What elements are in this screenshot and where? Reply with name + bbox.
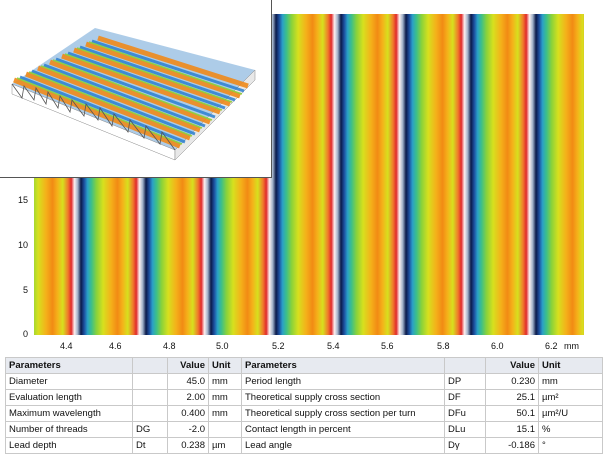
cell: Evaluation length xyxy=(5,389,133,406)
cell: % xyxy=(538,421,603,438)
cell: µm xyxy=(208,437,242,454)
cell: 0.238 xyxy=(167,437,209,454)
cell: mm xyxy=(208,373,242,390)
3d-surface-preview xyxy=(0,0,272,178)
x-tick-label: 4.8 xyxy=(163,341,176,351)
header-cell: Unit xyxy=(208,357,242,374)
cell: DF xyxy=(444,389,486,406)
cell: Period length xyxy=(241,373,445,390)
3d-ridges xyxy=(11,28,256,161)
cell: DG xyxy=(132,421,168,438)
y-tick-label: 0 xyxy=(22,329,28,339)
header-cell: Parameters xyxy=(241,357,445,374)
cell: 45.0 xyxy=(167,373,209,390)
y-tick-label: 10 xyxy=(17,240,28,250)
cell: 15.1 xyxy=(485,421,539,438)
cell xyxy=(132,389,168,406)
cell: -2.0 xyxy=(167,421,209,438)
cell: 50.1 xyxy=(485,405,539,422)
header-cell xyxy=(132,357,168,374)
cell: µm² xyxy=(538,389,603,406)
table-row: Lead depth Dt 0.238 µm Lead angle Dγ -0.… xyxy=(5,437,603,454)
x-tick-label: 5.2 xyxy=(272,341,285,351)
cell: Maximum wavelength xyxy=(5,405,133,422)
cell: DFu xyxy=(444,405,486,422)
cell: Dγ xyxy=(444,437,486,454)
x-tick-label: 5.8 xyxy=(437,341,450,351)
header-cell: Unit xyxy=(538,357,603,374)
cell: mm xyxy=(208,389,242,406)
cell xyxy=(208,421,242,438)
x-tick-label: 6.0 xyxy=(491,341,504,351)
y-tick-label: 5 xyxy=(22,285,28,295)
cell: -0.186 xyxy=(485,437,539,454)
cell: 0.230 xyxy=(485,373,539,390)
cell: ° xyxy=(538,437,603,454)
x-tick-label: 4.4 xyxy=(60,341,73,351)
table-row: Diameter 45.0 mm Period length DP 0.230 … xyxy=(5,373,603,390)
table-row: Evaluation length 2.00 mm Theoretical su… xyxy=(5,389,603,406)
cell: mm xyxy=(538,373,603,390)
header-cell: Value xyxy=(485,357,539,374)
surface-plot-panel: 15 10 5 0 4.4 4.6 4.8 5.0 5.2 5.4 5.6 5.… xyxy=(0,0,584,351)
cell: mm xyxy=(208,405,242,422)
y-tick-label: 15 xyxy=(17,195,28,205)
x-tick-label: 6.2 xyxy=(545,341,558,351)
table-header-row: Parameters Value Unit Parameters Value U… xyxy=(5,357,603,374)
x-tick-label: 5.0 xyxy=(216,341,229,351)
cell: Lead angle xyxy=(241,437,445,454)
header-cell: Parameters xyxy=(5,357,133,374)
cell: Lead depth xyxy=(5,437,133,454)
table-row: Number of threads DG -2.0 Contact length… xyxy=(5,421,603,438)
cell: 2.00 xyxy=(167,389,209,406)
x-tick-label: 5.4 xyxy=(327,341,340,351)
table-row: Maximum wavelength 0.400 mm Theoretical … xyxy=(5,405,603,422)
cell: 0.400 xyxy=(167,405,209,422)
header-cell: Value xyxy=(167,357,209,374)
header-cell xyxy=(444,357,486,374)
parameters-table: Parameters Value Unit Parameters Value U… xyxy=(5,357,603,454)
cell: DP xyxy=(444,373,486,390)
cell: µm²/U xyxy=(538,405,603,422)
cell: Theoretical supply cross section xyxy=(241,389,445,406)
x-unit-label: mm xyxy=(564,341,579,351)
cell: Theoretical supply cross section per tur… xyxy=(241,405,445,422)
cell: Dt xyxy=(132,437,168,454)
x-tick-label: 5.6 xyxy=(381,341,394,351)
cell: Diameter xyxy=(5,373,133,390)
cell xyxy=(132,405,168,422)
cell: Number of threads xyxy=(5,421,133,438)
cell xyxy=(132,373,168,390)
cell: DLu xyxy=(444,421,486,438)
x-tick-label: 4.6 xyxy=(109,341,122,351)
cell: 25.1 xyxy=(485,389,539,406)
cell: Contact length in percent xyxy=(241,421,445,438)
